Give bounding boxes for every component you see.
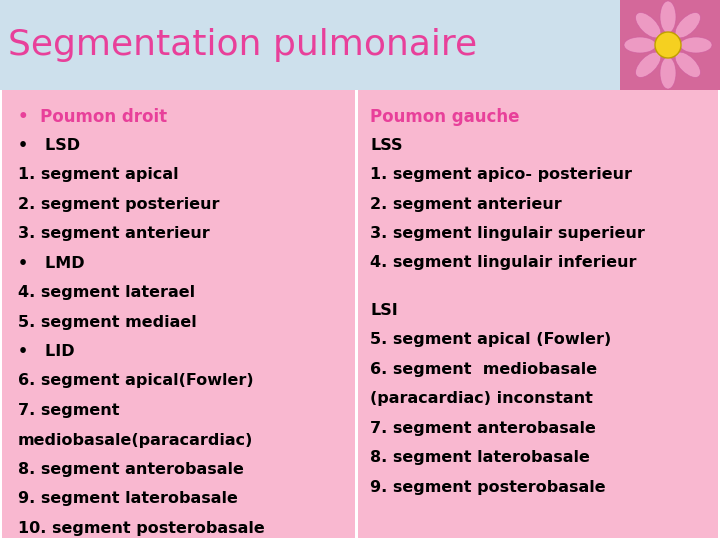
Text: 8. segment laterobasale: 8. segment laterobasale bbox=[370, 450, 590, 465]
Ellipse shape bbox=[636, 52, 661, 77]
Text: 3. segment lingulair superieur: 3. segment lingulair superieur bbox=[370, 226, 645, 241]
Text: 1. segment apical: 1. segment apical bbox=[18, 167, 179, 182]
Text: 7. segment: 7. segment bbox=[18, 403, 120, 418]
Ellipse shape bbox=[680, 37, 712, 53]
Text: 5. segment mediael: 5. segment mediael bbox=[18, 314, 197, 329]
Text: LSS: LSS bbox=[370, 138, 402, 152]
Text: 2. segment anterieur: 2. segment anterieur bbox=[370, 197, 562, 212]
Bar bbox=[0, 0, 720, 90]
Ellipse shape bbox=[636, 12, 661, 38]
Circle shape bbox=[655, 32, 681, 58]
Ellipse shape bbox=[675, 12, 701, 38]
Text: 6. segment apical(Fowler): 6. segment apical(Fowler) bbox=[18, 374, 253, 388]
Text: 4. segment laterael: 4. segment laterael bbox=[18, 285, 195, 300]
Text: 9. segment laterobasale: 9. segment laterobasale bbox=[18, 491, 238, 507]
Ellipse shape bbox=[660, 57, 676, 89]
Text: Segmentation pulmonaire: Segmentation pulmonaire bbox=[8, 28, 477, 62]
Text: 7. segment anterobasale: 7. segment anterobasale bbox=[370, 421, 596, 436]
Text: 1. segment apico- posterieur: 1. segment apico- posterieur bbox=[370, 167, 632, 182]
Text: Poumon gauche: Poumon gauche bbox=[370, 108, 520, 126]
Text: •   LID: • LID bbox=[18, 344, 75, 359]
Text: 9. segment posterobasale: 9. segment posterobasale bbox=[370, 480, 606, 495]
Text: 2. segment posterieur: 2. segment posterieur bbox=[18, 197, 220, 212]
Text: LSI: LSI bbox=[370, 303, 397, 318]
Ellipse shape bbox=[675, 52, 701, 77]
Text: 8. segment anterobasale: 8. segment anterobasale bbox=[18, 462, 244, 477]
Text: 3. segment anterieur: 3. segment anterieur bbox=[18, 226, 210, 241]
Bar bbox=[358, 90, 718, 538]
Text: 5. segment apical (Fowler): 5. segment apical (Fowler) bbox=[370, 332, 611, 347]
Text: 4. segment lingulair inferieur: 4. segment lingulair inferieur bbox=[370, 255, 636, 271]
Text: mediobasale(paracardiac): mediobasale(paracardiac) bbox=[18, 433, 253, 448]
Ellipse shape bbox=[624, 37, 656, 53]
Text: 10. segment posterobasale: 10. segment posterobasale bbox=[18, 521, 265, 536]
Text: 6. segment  mediobasale: 6. segment mediobasale bbox=[370, 362, 597, 377]
Text: •   LMD: • LMD bbox=[18, 255, 85, 271]
Bar bbox=[2, 90, 355, 538]
Text: •  Poumon droit: • Poumon droit bbox=[18, 108, 167, 126]
Text: (paracardiac) inconstant: (paracardiac) inconstant bbox=[370, 391, 593, 406]
Text: •   LSD: • LSD bbox=[18, 138, 80, 152]
Bar bbox=[620, 0, 720, 90]
Ellipse shape bbox=[660, 1, 676, 33]
